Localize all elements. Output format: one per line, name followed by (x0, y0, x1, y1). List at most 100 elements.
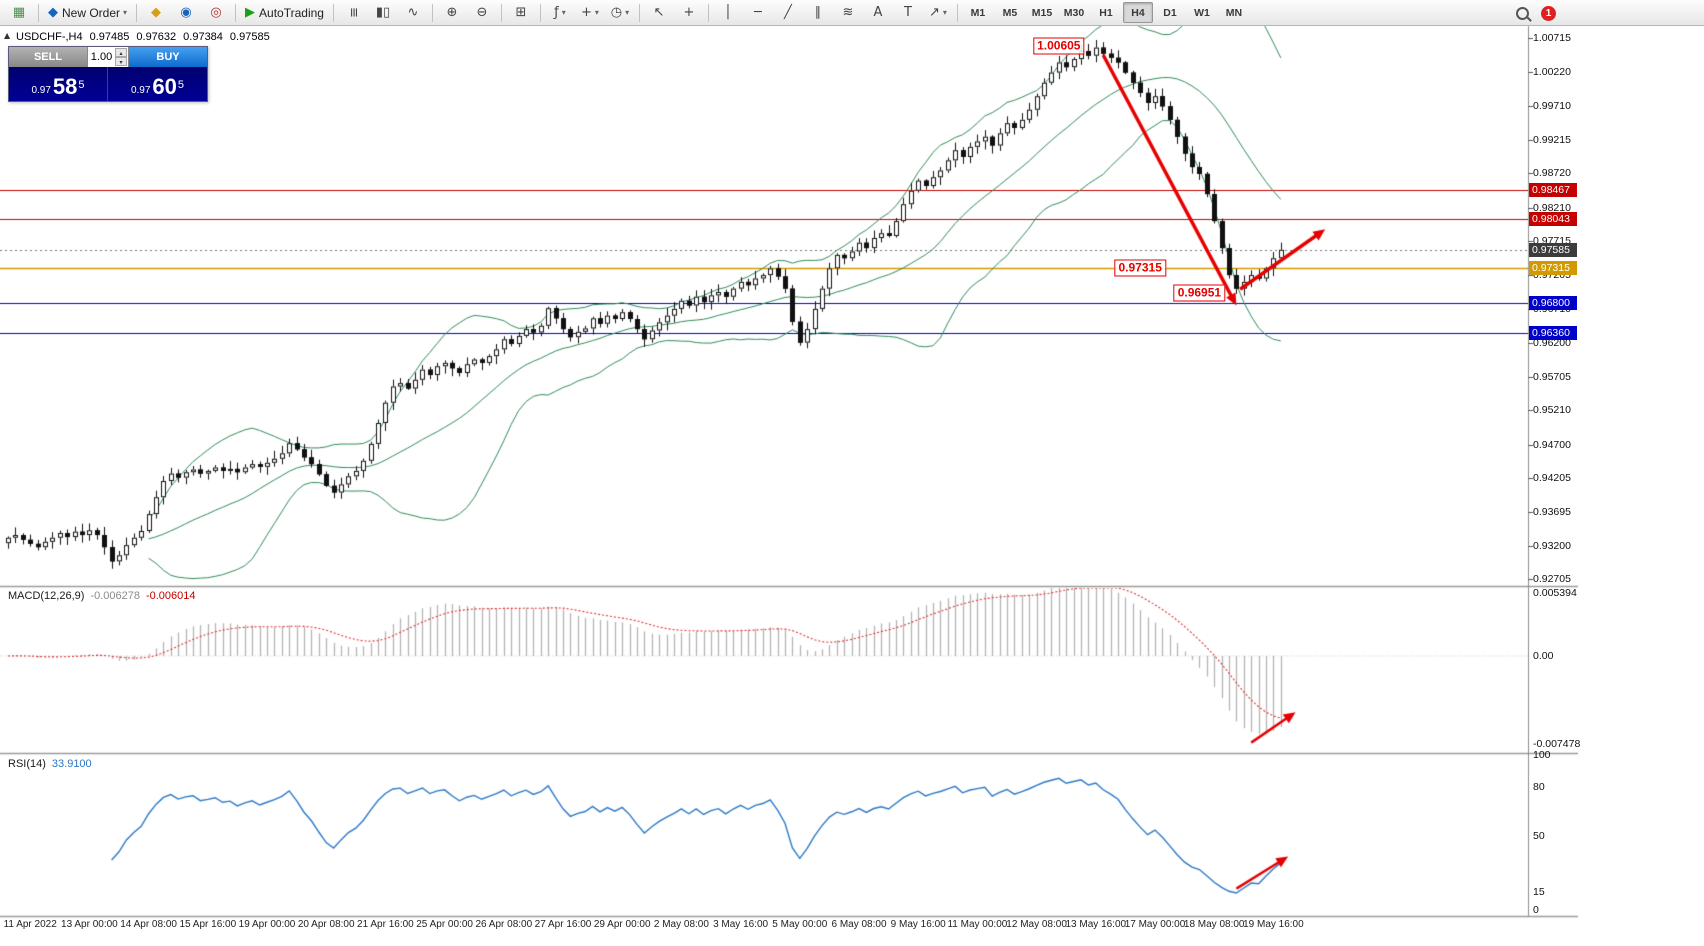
fibonacci-icon[interactable]: ≋ (834, 2, 862, 24)
timeframe-m1-button[interactable]: M1 (970, 6, 986, 19)
time-axis-label: 2 May 08:00 (653, 919, 709, 930)
buy-price-figure: 0.97 (130, 85, 151, 96)
price-axis-tick: 1.00715 (1533, 32, 1571, 45)
volume-increase-button[interactable]: ▴ (115, 48, 127, 57)
tile-windows-icon[interactable]: ⊞ (507, 2, 535, 24)
volume-decrease-button[interactable]: ▾ (115, 57, 127, 66)
notification-badge[interactable]: 1 (1541, 5, 1556, 21)
tile-windows-icon-glyph: ⊞ (515, 5, 527, 20)
time-axis-label: 3 May 16:00 (713, 919, 769, 930)
time-axis[interactable]: 11 Apr 2022 13 Apr 00:00 14 Apr 08:00 15 Ap… (0, 917, 1578, 937)
toolbar-separator (332, 3, 334, 22)
zoom-out-icon[interactable]: ⊖ (468, 2, 496, 24)
macd-axis-tick: 0.005394 (1533, 586, 1577, 599)
timeframe-h1-button[interactable]: H1 (1099, 6, 1113, 19)
price-axis-tick: 0.98720 (1533, 167, 1571, 180)
search-icon[interactable] (1516, 6, 1529, 20)
price-axis-tick: 0.95210 (1533, 404, 1571, 417)
text-icon-glyph: A (873, 5, 883, 20)
trade-panel-collapse-icon[interactable]: ▲ (4, 31, 11, 40)
chart-window-icon-glyph: ▦ (12, 5, 26, 20)
toolbar-right: 1 (1516, 0, 1556, 26)
timeframe-m15-button[interactable]: M15 (1031, 6, 1053, 19)
peak-price-label[interactable]: 1.00605 (1033, 37, 1085, 55)
rsi-axis-tick: 100 (1533, 749, 1551, 761)
crosshair-icon[interactable]: + (675, 2, 703, 24)
line-chart-icon[interactable]: ∿ (399, 2, 427, 24)
new-order-button[interactable]: ◆ New Order ▾ (44, 2, 131, 24)
price-axis-tick: 0.92705 (1533, 573, 1571, 586)
text-label-icon[interactable]: T (894, 2, 922, 24)
price-axis-tick: 0.97715 (1533, 235, 1571, 248)
mailbox-icon[interactable]: ◉ (172, 2, 200, 24)
chevron-down-icon: ▾ (123, 8, 128, 17)
volume-input[interactable] (88, 48, 115, 66)
indicators-icon-glyph: ƒ (554, 5, 559, 20)
chart-window-icon[interactable]: ▦ (5, 2, 33, 24)
timeframe-d1-button[interactable]: D1 (1163, 6, 1177, 19)
buy-price-point: 5 (177, 79, 185, 91)
periods-icon[interactable]: ◷ ▾ (606, 2, 634, 24)
trendline-icon[interactable]: ╱ (774, 2, 802, 24)
rsi-axis-tick: 0 (1533, 904, 1539, 916)
support-price-label[interactable]: 0.97315 (1114, 259, 1166, 277)
equidistant-channel-icon-glyph: ∥ (814, 5, 822, 20)
macd-axis-tick: 0.00 (1533, 649, 1554, 662)
arrows-shapes-icon[interactable]: ↗ ▾ (924, 2, 952, 24)
time-axis-label: 6 May 08:00 (831, 919, 887, 930)
price-axis-tick: 0.97205 (1533, 269, 1571, 282)
timeframe-mn-button[interactable]: MN (1225, 6, 1243, 19)
price-axis[interactable]: 1.00715 1.00220 0.99710 0.99215 0.98720 0.982… (1528, 26, 1580, 916)
timeframe-m30-button[interactable]: M30 (1063, 6, 1085, 19)
horizontal-line-icon-glyph: ─ (754, 5, 762, 20)
alerts-icon[interactable]: ◆ (142, 2, 170, 24)
price-level-tag: 0.96800 (1529, 295, 1577, 310)
sell-price-figure: 0.97 (31, 85, 51, 96)
time-axis-label: 18 May 08:00 (1183, 919, 1245, 930)
price-level-tag: 0.97315 (1529, 261, 1577, 276)
community-icon[interactable]: ◎ (202, 2, 230, 24)
time-axis-label: 25 Apr 00:00 (416, 919, 473, 930)
toolbar-separator (431, 3, 433, 22)
text-icon[interactable]: A (864, 2, 892, 24)
time-axis-label: 26 Apr 08:00 (475, 919, 533, 930)
zoom-in-icon[interactable]: ⊕ (438, 2, 466, 24)
autotrading-button[interactable]: ▶ AutoTrading (241, 2, 328, 24)
time-axis-label: 19 May 16:00 (1243, 919, 1304, 930)
buy-button[interactable]: BUY (129, 47, 207, 67)
cursor-icon[interactable]: ↖ (645, 2, 673, 24)
timeframe-m5-button[interactable]: M5 (1002, 6, 1018, 19)
time-axis-label: 17 May 00:00 (1124, 919, 1186, 930)
objects-icon-glyph: + (581, 5, 592, 20)
mailbox-icon-glyph: ◉ (180, 5, 192, 20)
community-icon-glyph: ◎ (210, 5, 222, 20)
candlestick-chart-icon[interactable]: ▮▯ (369, 2, 397, 24)
bar-chart-icon[interactable]: ≡ (339, 2, 367, 24)
objects-icon[interactable]: + ▾ (576, 2, 604, 24)
time-axis-label: 9 May 16:00 (890, 919, 946, 930)
timeframe-h4-button[interactable]: H4 (1122, 2, 1153, 23)
vertical-line-icon[interactable]: │ (714, 2, 742, 24)
time-axis-label: 29 Apr 00:00 (593, 919, 651, 930)
sell-button[interactable]: SELL (9, 47, 87, 67)
time-axis-label: 15 Apr 16:00 (179, 919, 237, 930)
price-axis-tick: 0.98210 (1533, 201, 1571, 214)
price-axis-tick: 0.95705 (1533, 370, 1571, 383)
buy-price-button[interactable]: 0.97 60 5 (108, 67, 207, 101)
timeframe-bar: M1 M5 M15 M30 H1 H4 D1 W1 MN (962, 2, 1250, 23)
alerts-icon-glyph: ◆ (151, 5, 162, 20)
toolbar-buttons: ▦ ◆ New Order ▾ ◆ ◉ ◎ ▶ AutoTrading ≡ ▮▯ ∿ ⊕ ⊖ ⊞ ƒ ▾ + ▾ ◷ ▾… (4, 2, 953, 24)
horizontal-line-icon[interactable]: ─ (744, 2, 772, 24)
indicators-icon[interactable]: ƒ ▾ (546, 2, 574, 24)
time-axis-label: 21 Apr 16:00 (357, 919, 414, 930)
price-axis-tick: 0.94205 (1533, 471, 1571, 484)
trough-price-label[interactable]: 0.96951 (1173, 284, 1226, 302)
timeframe-w1-button[interactable]: W1 (1194, 6, 1210, 19)
crosshair-icon-glyph: + (683, 5, 695, 20)
sell-price-button[interactable]: 0.97 58 5 (9, 67, 108, 101)
time-axis-label: 12 May 08:00 (1006, 919, 1067, 930)
equidistant-channel-icon[interactable]: ∥ (804, 2, 832, 24)
